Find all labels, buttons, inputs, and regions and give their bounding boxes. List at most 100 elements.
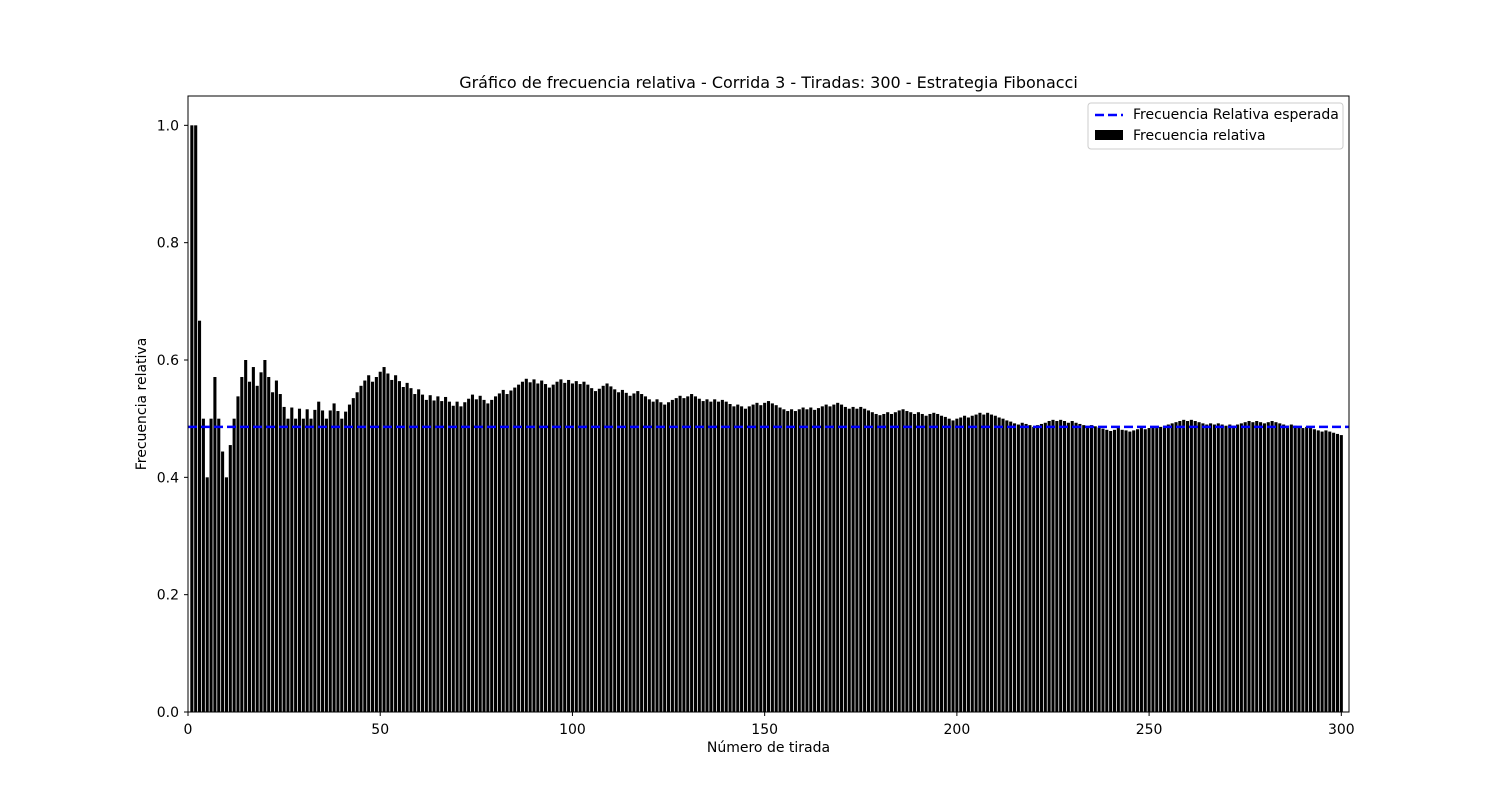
bar (989, 414, 994, 712)
bar (755, 402, 759, 712)
bar (1001, 418, 1005, 712)
bar (997, 417, 1001, 712)
bar (290, 407, 294, 712)
bar (1097, 427, 1101, 712)
bar (317, 401, 321, 712)
bar (1339, 435, 1343, 712)
x-tick-label: 200 (944, 722, 971, 738)
bar (347, 404, 352, 712)
bar (951, 420, 955, 712)
bar (716, 401, 721, 712)
bar (847, 408, 851, 712)
bar (1324, 430, 1328, 712)
bar (1243, 422, 1247, 712)
bar (1316, 430, 1320, 712)
bar (401, 386, 405, 712)
bar (559, 379, 563, 712)
bar (905, 411, 909, 712)
bar (1170, 423, 1174, 712)
bar (455, 401, 459, 712)
bar (271, 392, 275, 712)
bar (770, 403, 774, 712)
bar (1266, 422, 1270, 712)
bar (567, 379, 571, 712)
bar (386, 373, 390, 712)
bar (920, 413, 924, 712)
bar (336, 411, 340, 712)
bar (232, 418, 236, 712)
bar (551, 384, 555, 712)
bar (1120, 429, 1124, 712)
bar (236, 396, 240, 712)
bar (278, 394, 282, 712)
x-tick-label: 300 (1328, 722, 1355, 738)
bar (1136, 429, 1140, 712)
bar (1262, 423, 1266, 712)
bar (1247, 421, 1251, 712)
bar (628, 395, 632, 712)
bar (1235, 424, 1240, 712)
bar (1335, 433, 1340, 712)
y-tick-label: 0.8 (157, 236, 179, 252)
bar (578, 384, 582, 712)
bar (1174, 422, 1178, 712)
bar (1312, 429, 1316, 712)
bar (409, 388, 413, 712)
bar (1239, 423, 1243, 712)
bar (370, 381, 375, 712)
bar (617, 392, 621, 712)
bar (870, 412, 874, 712)
bar (467, 398, 471, 712)
bar (305, 409, 309, 712)
bar (759, 405, 763, 712)
bar (1128, 431, 1132, 712)
chart-title: Gráfico de frecuencia relativa - Corrida… (459, 73, 1078, 92)
bar (1289, 424, 1293, 712)
bar (255, 385, 259, 712)
bar (247, 381, 252, 712)
bar (982, 414, 986, 712)
bar (1178, 421, 1182, 712)
bar (632, 393, 636, 712)
bar (251, 367, 255, 712)
bar (1251, 422, 1255, 712)
bar (674, 398, 678, 712)
bar (647, 399, 651, 712)
bar (813, 409, 817, 712)
bar (620, 389, 624, 712)
bar (190, 125, 194, 712)
bar (478, 395, 482, 712)
bar (740, 406, 744, 712)
bar (609, 386, 613, 712)
bar (889, 413, 894, 712)
bar (790, 409, 794, 712)
bar (1197, 422, 1201, 712)
bar (1285, 425, 1290, 712)
bar (1139, 428, 1143, 712)
bar (509, 390, 513, 712)
bar (1220, 424, 1224, 712)
bar (701, 401, 705, 712)
bar (916, 412, 920, 712)
bar (955, 418, 959, 712)
bar (1278, 423, 1282, 712)
bar (640, 394, 644, 712)
bar (517, 384, 521, 712)
bar (1270, 421, 1274, 712)
bar (786, 411, 790, 712)
bar (836, 402, 840, 712)
bar (1093, 426, 1097, 712)
bar (555, 381, 559, 712)
bar (355, 392, 359, 712)
bar (1078, 423, 1082, 712)
bar (597, 388, 601, 712)
bar (274, 380, 278, 712)
bar (1305, 426, 1309, 712)
bar (547, 387, 551, 712)
x-tick-label: 100 (559, 722, 586, 738)
bar (524, 378, 528, 712)
bar (966, 417, 970, 712)
bar (932, 412, 936, 712)
bar (816, 408, 821, 712)
